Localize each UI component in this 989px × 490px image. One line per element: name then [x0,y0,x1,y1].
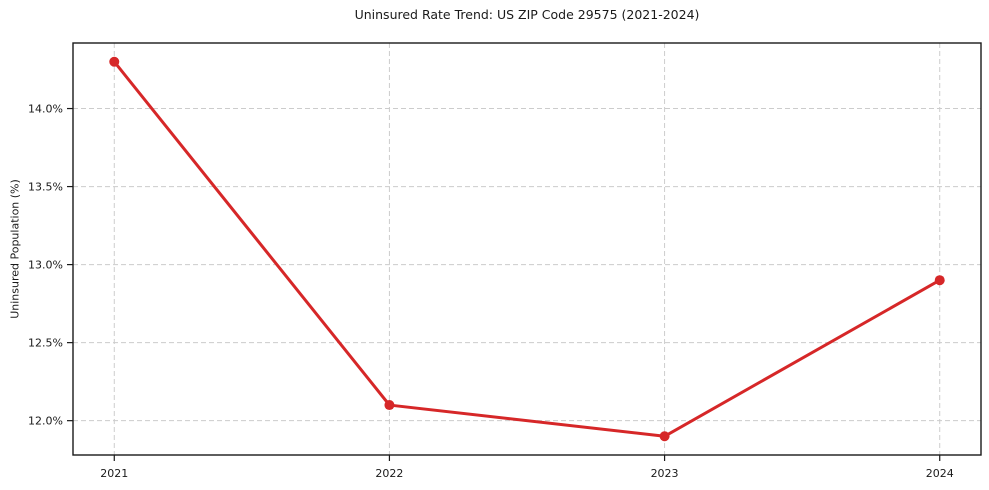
data-point-2023 [659,431,670,442]
x-tick-label: 2022 [375,467,403,480]
y-tick-label: 14.0% [28,103,63,116]
x-tick-label: 2023 [651,467,679,480]
y-tick-label: 12.0% [28,415,63,428]
plot-border [72,42,982,456]
x-tick-label: 2021 [100,467,128,480]
y-tick-label: 13.5% [28,181,63,194]
data-point-2024 [934,275,945,286]
trend-line [112,60,942,438]
y-tick-label: 12.5% [28,337,63,350]
data-point-2022 [384,400,395,411]
y-tick-label: 13.0% [28,259,63,272]
data-point-2021 [109,56,120,67]
chart-title: Uninsured Rate Trend: US ZIP Code 29575 … [354,7,700,22]
y-axis-label: Uninsured Population (%) [8,179,22,319]
x-tick-label: 2024 [926,467,954,480]
